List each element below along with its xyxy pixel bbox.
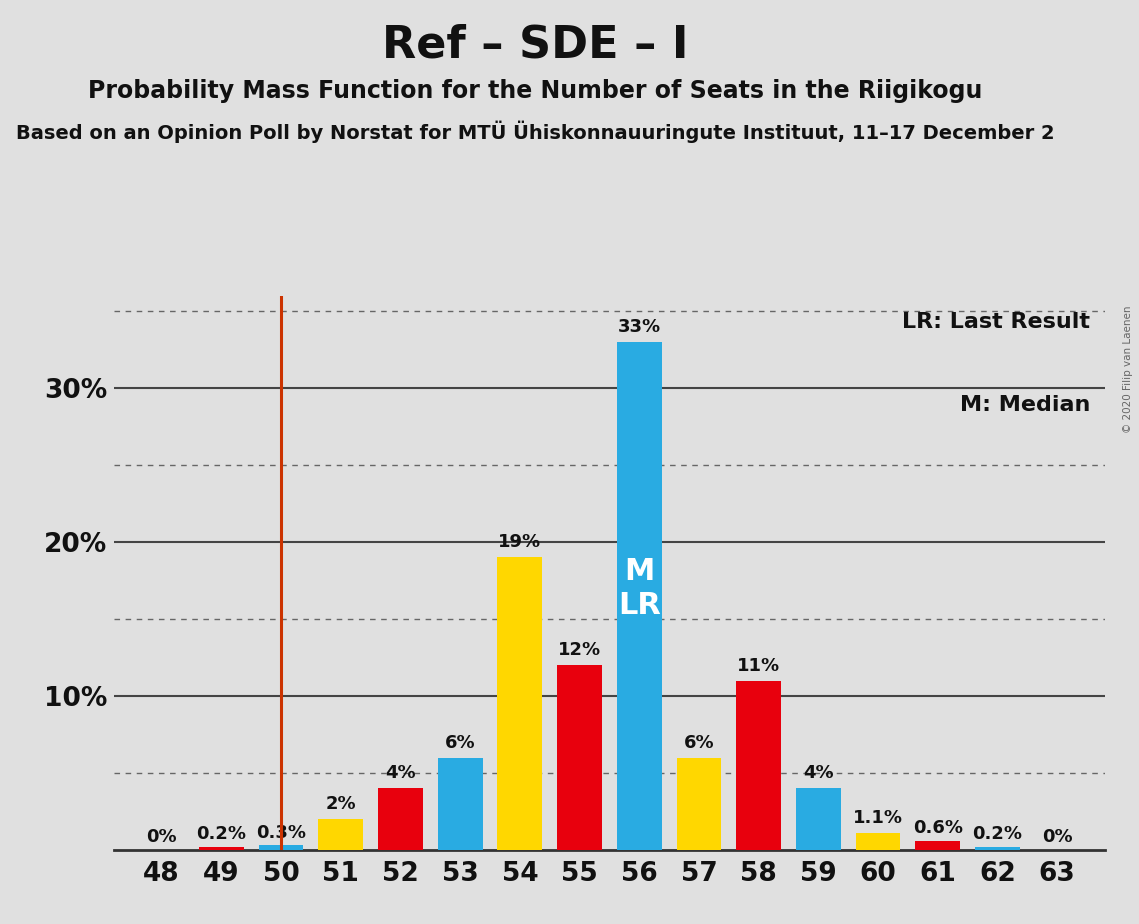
Text: 4%: 4% xyxy=(803,764,834,783)
Bar xyxy=(855,833,900,850)
Bar xyxy=(677,758,721,850)
Text: Probability Mass Function for the Number of Seats in the Riigikogu: Probability Mass Function for the Number… xyxy=(88,79,983,103)
Text: Ref – SDE – I: Ref – SDE – I xyxy=(382,23,689,67)
Text: 4%: 4% xyxy=(385,764,416,783)
Bar xyxy=(199,847,244,850)
Text: 19%: 19% xyxy=(498,533,541,552)
Text: Based on an Opinion Poll by Norstat for MTÜ Ühiskonnauuringute Instituut, 11–17 : Based on an Opinion Poll by Norstat for … xyxy=(16,120,1055,142)
Bar xyxy=(557,665,601,850)
Text: 0.6%: 0.6% xyxy=(912,819,962,837)
Bar xyxy=(916,841,960,850)
Text: M: Median: M: Median xyxy=(959,395,1090,416)
Text: © 2020 Filip van Laenen: © 2020 Filip van Laenen xyxy=(1123,306,1133,433)
Bar xyxy=(259,845,303,850)
Text: LR: Last Result: LR: Last Result xyxy=(902,312,1090,333)
Text: 1.1%: 1.1% xyxy=(853,809,903,827)
Text: 12%: 12% xyxy=(558,641,601,659)
Text: 33%: 33% xyxy=(617,318,661,335)
Bar xyxy=(437,758,483,850)
Bar xyxy=(498,557,542,850)
Bar xyxy=(319,820,363,850)
Bar xyxy=(975,847,1019,850)
Text: 0%: 0% xyxy=(146,828,177,846)
Bar xyxy=(796,788,841,850)
Text: 0.3%: 0.3% xyxy=(256,823,306,842)
Text: 11%: 11% xyxy=(737,657,780,675)
Text: 0.2%: 0.2% xyxy=(196,825,246,843)
Text: 0%: 0% xyxy=(1042,828,1073,846)
Text: 0.2%: 0.2% xyxy=(973,825,1023,843)
Text: M
LR: M LR xyxy=(617,557,661,620)
Text: 6%: 6% xyxy=(445,734,475,751)
Bar xyxy=(617,342,662,850)
Text: 6%: 6% xyxy=(683,734,714,751)
Bar xyxy=(378,788,423,850)
Bar xyxy=(736,681,781,850)
Text: 2%: 2% xyxy=(326,796,357,813)
